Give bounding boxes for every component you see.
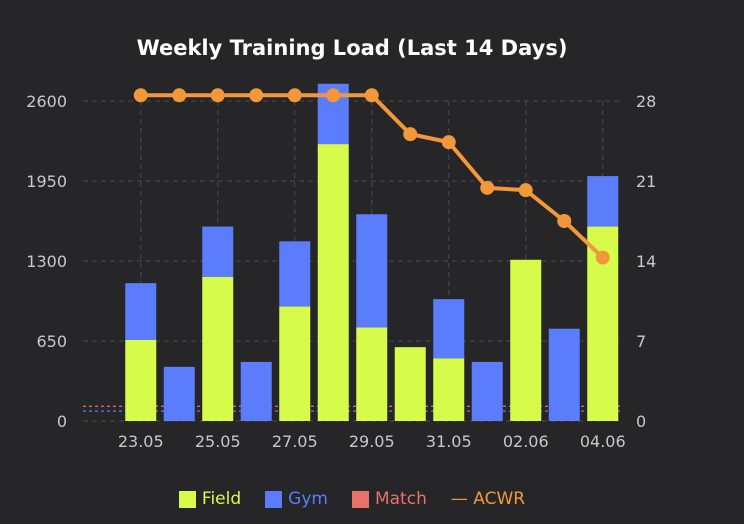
bar-gym	[587, 176, 619, 227]
acwr-point	[172, 88, 187, 103]
x-tick-label: 25.05	[195, 432, 241, 451]
acwr-point	[326, 88, 341, 103]
chart-legend: Field Gym Match — ACWR	[0, 489, 704, 509]
x-tick-label: 23.05	[118, 432, 164, 451]
x-tick-label: 04.06	[580, 432, 626, 451]
legend-label: Gym	[288, 489, 328, 509]
bar-layer	[125, 83, 619, 422]
bar-gym	[240, 361, 272, 421]
bar-gym	[279, 241, 311, 307]
acwr-point	[364, 88, 379, 103]
bar-gym	[125, 283, 157, 340]
bar-gym	[202, 226, 234, 277]
y-right-tick-label: 14	[636, 252, 656, 271]
y-right-tick-label: 28	[636, 92, 656, 111]
legend-item-gym[interactable]: Gym	[265, 489, 328, 509]
acwr-point	[480, 180, 495, 195]
y-left-tick-label: 0	[57, 412, 67, 431]
acwr-point	[518, 183, 533, 198]
acwr-point	[287, 88, 302, 103]
y-left-tick-label: 650	[36, 332, 67, 351]
y-left-tick-label: 2600	[26, 92, 67, 111]
legend-label: — ACWR	[450, 489, 526, 509]
y-right-tick-label: 7	[636, 332, 646, 351]
bar-field	[510, 259, 542, 421]
axis-labels: 0 0 650 7 1300 14 1950 21 2600 28 23.05 25.05 27.05 2…	[26, 92, 656, 451]
legend-swatch	[265, 490, 283, 508]
legend-item-acwr[interactable]: — ACWR	[451, 489, 525, 509]
y-right-tick-label: 0	[636, 412, 646, 431]
bar-field	[433, 358, 465, 421]
bar-field	[279, 306, 311, 421]
y-left-tick-label: 1950	[26, 172, 67, 191]
y-right-tick-label: 21	[636, 172, 656, 191]
bar-gym	[548, 328, 580, 421]
acwr-point	[441, 135, 456, 150]
acwr-point	[557, 214, 572, 228]
acwr-point	[595, 250, 610, 265]
bar-gym	[163, 366, 195, 421]
bar-field	[356, 327, 388, 421]
acwr-point	[133, 88, 148, 103]
legend-swatch	[351, 490, 369, 508]
legend-item-field[interactable]: Field	[178, 489, 242, 509]
bar-field	[317, 144, 349, 422]
acwr-point	[403, 127, 418, 142]
legend-swatch	[178, 490, 196, 508]
x-tick-label: 29.05	[349, 432, 395, 451]
x-tick-label: 02.06	[503, 432, 549, 451]
legend-label: Field	[201, 489, 242, 509]
bar-field	[202, 277, 234, 421]
bar-field	[394, 347, 426, 421]
bar-gym	[471, 361, 503, 421]
acwr-point	[210, 88, 225, 103]
legend-label: Match	[374, 489, 427, 509]
acwr-line-layer	[133, 88, 610, 265]
y-left-tick-label: 1300	[26, 252, 67, 271]
bar-field	[125, 339, 157, 421]
acwr-point	[249, 88, 264, 103]
bar-gym	[433, 299, 465, 359]
bar-gym	[356, 214, 388, 328]
legend-item-match[interactable]: Match	[351, 489, 427, 509]
chart-title: Weekly Training Load (Last 14 Days)	[136, 36, 568, 60]
x-tick-label: 27.05	[272, 432, 318, 451]
x-tick-label: 31.05	[426, 432, 472, 451]
